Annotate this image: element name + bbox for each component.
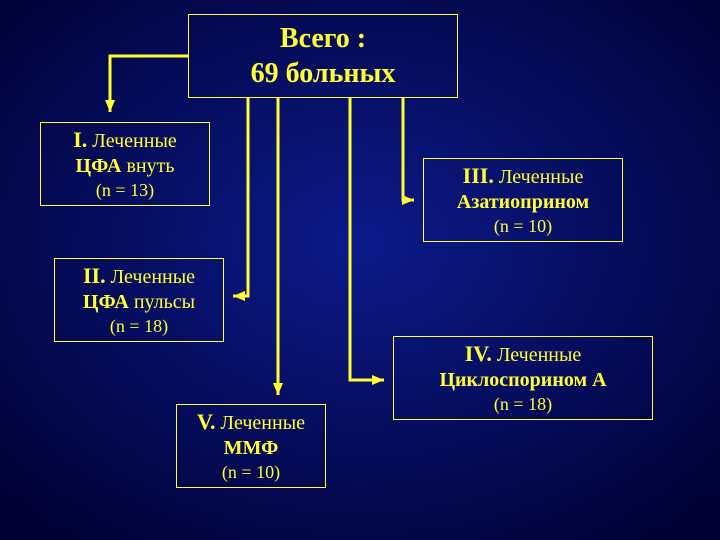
node-n3: III. ЛеченныеАзатиоприном(n = 10): [423, 158, 623, 242]
node-count: (n = 13): [96, 179, 154, 202]
root-title-line2: 69 больных: [251, 56, 396, 91]
node-line2: Азатиоприном: [457, 190, 589, 215]
node-line2: Циклоспорином А: [439, 368, 606, 393]
arrowhead-2: [273, 383, 283, 395]
node-line1: II. Леченные: [83, 262, 195, 290]
node-line2: ЦФА пульсы: [83, 290, 195, 315]
node-line1: IV. Леченные: [465, 340, 582, 368]
root-title-line1: Всего :: [280, 21, 366, 56]
node-count: (n = 18): [110, 315, 168, 338]
node-line1: V. Леченные: [197, 408, 305, 436]
arrowhead-0: [105, 100, 115, 112]
slide-canvas: Всего : 69 больных I. ЛеченныеЦФА внуть(…: [0, 0, 720, 540]
node-n4: IV. ЛеченныеЦиклоспорином А(n = 18): [393, 336, 653, 420]
node-count: (n = 10): [494, 215, 552, 238]
node-line1: I. Леченные: [73, 126, 177, 154]
node-line2: ММФ: [224, 436, 279, 461]
arrowhead-1: [233, 291, 245, 301]
node-count: (n = 18): [494, 393, 552, 416]
connector-4: [403, 98, 414, 200]
root-node: Всего : 69 больных: [188, 14, 458, 98]
node-n5: V. ЛеченныеММФ(n = 10): [176, 404, 326, 488]
connector-1: [233, 98, 248, 296]
node-line2: ЦФА внуть: [76, 154, 175, 179]
node-line1: III. Леченные: [463, 162, 584, 190]
connectors-group: [105, 56, 414, 395]
connector-0: [110, 56, 188, 112]
node-n1: I. ЛеченныеЦФА внуть(n = 13): [40, 122, 210, 206]
node-n2: II. ЛеченныеЦФА пульсы(n = 18): [54, 258, 224, 342]
connector-3: [350, 98, 384, 380]
arrowhead-4: [402, 195, 414, 205]
node-count: (n = 10): [222, 461, 280, 484]
arrowhead-3: [372, 375, 384, 385]
